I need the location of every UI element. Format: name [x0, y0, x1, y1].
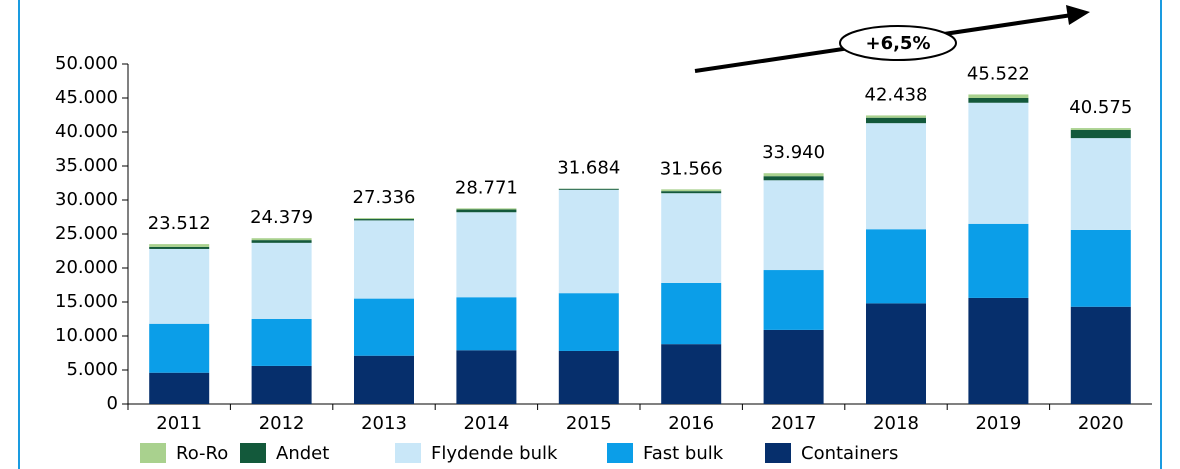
bar-segment — [149, 246, 210, 249]
legend-swatch — [607, 443, 633, 463]
bar-segment — [968, 223, 1029, 298]
y-tick-label: 45.000 — [55, 87, 118, 108]
total-label: 31.684 — [557, 158, 620, 179]
legend-label: Flydende bulk — [431, 443, 558, 464]
x-tick-label: 2020 — [1078, 413, 1124, 434]
bar-segment — [661, 193, 722, 283]
y-tick-label: 5.000 — [66, 359, 118, 380]
bar-segment — [456, 209, 517, 213]
x-tick-label: 2019 — [975, 413, 1021, 434]
bar-segment — [354, 219, 414, 221]
bar-segment — [251, 242, 312, 319]
bar-segment — [866, 303, 926, 404]
bar-segment — [1070, 138, 1131, 230]
bar-segment — [661, 191, 722, 194]
y-tick-label: 25.000 — [55, 223, 118, 244]
bar-segment — [149, 248, 210, 324]
y-tick-label: 40.000 — [55, 121, 118, 142]
total-label: 23.512 — [148, 213, 211, 234]
bar-segment — [354, 218, 414, 220]
bar-segment — [1070, 128, 1131, 130]
bar-segment — [866, 123, 926, 230]
bar-segment — [661, 282, 722, 345]
bar-segment — [354, 298, 414, 356]
bar-segment — [661, 189, 722, 192]
legend-label: Andet — [276, 443, 329, 464]
y-tick-label: 0 — [107, 393, 118, 414]
bar-segment — [149, 372, 210, 404]
bar-segment — [661, 344, 722, 404]
bar-segment — [866, 229, 926, 304]
annotation-bubble — [839, 25, 957, 61]
bar-segment — [763, 329, 824, 404]
y-tick-label: 30.000 — [55, 189, 118, 210]
x-tick-label: 2017 — [771, 413, 817, 434]
bar-segment — [968, 94, 1029, 98]
x-tick-label: 2016 — [668, 413, 714, 434]
y-tick-label: 35.000 — [55, 155, 118, 176]
x-tick-label: 2011 — [156, 413, 202, 434]
bar-segment — [251, 240, 312, 243]
bar-segment — [149, 323, 210, 373]
bar-segment — [354, 220, 414, 299]
x-tick-label: 2014 — [463, 413, 509, 434]
x-tick-label: 2015 — [566, 413, 612, 434]
bar-segment — [1070, 129, 1131, 139]
annotation: +6,5% — [865, 33, 930, 54]
bar-segment — [763, 270, 824, 330]
bar-segment — [763, 180, 824, 271]
bar-segment — [968, 102, 1029, 224]
legend-swatch — [140, 443, 166, 463]
total-label: 28.771 — [455, 177, 518, 198]
total-label: 27.336 — [353, 187, 416, 208]
x-tick-label: 2013 — [361, 413, 407, 434]
bar-segment — [558, 350, 619, 404]
y-tick-label: 50.000 — [55, 53, 118, 74]
bar-segment — [968, 98, 1029, 103]
bar-segment — [968, 297, 1029, 404]
total-label: 42.438 — [865, 84, 928, 105]
arrow-head — [1066, 5, 1090, 25]
y-tick-label: 15.000 — [55, 291, 118, 312]
legend-swatch — [765, 443, 791, 463]
bar-segment — [763, 173, 824, 177]
bar-segment — [251, 238, 312, 241]
bar-segment — [456, 212, 517, 298]
legend-swatch — [240, 443, 266, 463]
y-tick-label: 10.000 — [55, 325, 118, 346]
x-tick-label: 2012 — [259, 413, 305, 434]
total-label: 40.575 — [1069, 97, 1132, 118]
legend-swatch — [395, 443, 421, 463]
frame — [18, 0, 1162, 469]
bar-segment — [558, 188, 619, 190]
bar-segment — [251, 319, 312, 366]
bar-segment — [558, 293, 619, 351]
bar-segment — [456, 350, 517, 404]
bar-segment — [456, 208, 517, 210]
bar-segment — [354, 355, 414, 404]
total-label: 45.522 — [967, 63, 1030, 84]
bar-segment — [456, 297, 517, 351]
bar-segment — [1070, 229, 1131, 307]
total-label: 24.379 — [250, 207, 313, 228]
legend-label: Containers — [801, 443, 898, 464]
bar-segment — [149, 244, 210, 247]
y-tick-label: 20.000 — [55, 257, 118, 278]
bar-segment — [1070, 306, 1131, 404]
legend-label: Fast bulk — [643, 443, 724, 464]
bar-segment — [763, 176, 824, 181]
total-label: 33.940 — [762, 142, 825, 163]
bar-segment — [251, 365, 312, 404]
x-tick-label: 2018 — [873, 413, 919, 434]
total-label: 31.566 — [660, 158, 723, 179]
bar-segment — [558, 189, 619, 294]
bar-segment — [866, 115, 926, 118]
bar-segment — [866, 117, 926, 124]
legend-label: Ro-Ro — [176, 443, 228, 464]
